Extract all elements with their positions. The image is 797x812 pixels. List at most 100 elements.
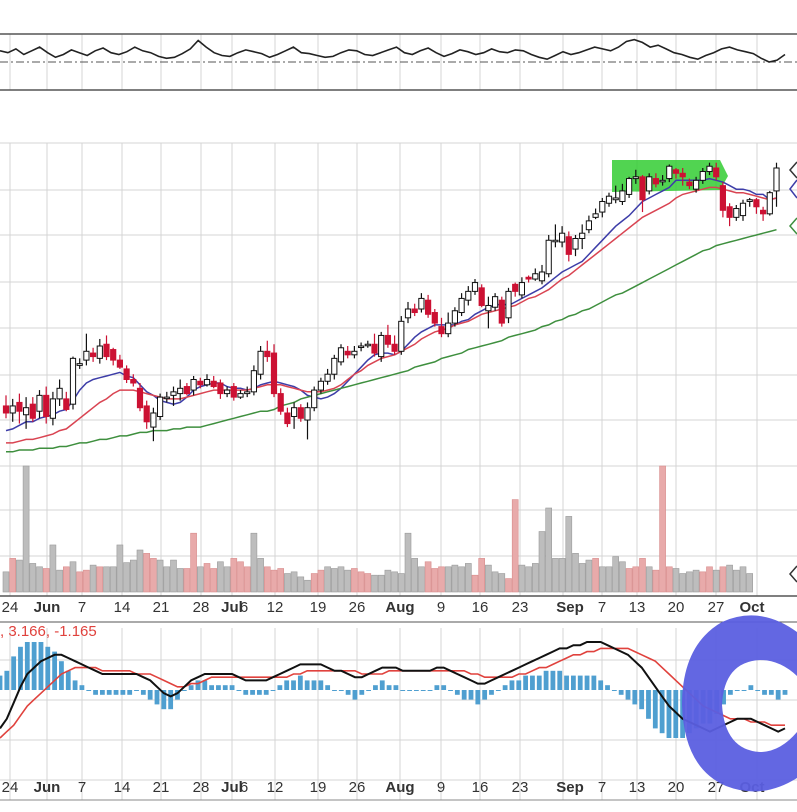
price-panel <box>2 160 797 453</box>
candlestick <box>713 162 720 181</box>
macd-histogram-bar <box>24 642 30 690</box>
price-marker <box>789 217 797 235</box>
volume-bar <box>585 559 593 593</box>
candle-body <box>143 405 150 423</box>
candle-body <box>760 209 767 215</box>
candle-body <box>753 199 760 208</box>
macd-histogram-bar <box>99 690 105 695</box>
x-axis-tick-label: 13 <box>629 599 646 616</box>
volume-bar <box>364 573 372 593</box>
volume-bar <box>404 532 412 593</box>
macd-histogram-bar <box>297 675 303 690</box>
macd-histogram-bar <box>181 690 187 691</box>
candle-body <box>291 407 298 418</box>
macd-histogram-bar <box>168 690 174 710</box>
candlestick <box>29 397 36 422</box>
candlestick <box>150 407 157 442</box>
volume-bar <box>103 566 110 593</box>
volume-bar <box>592 558 599 593</box>
macd-histogram-bar <box>236 690 242 691</box>
candle-body <box>96 345 103 359</box>
candle-body <box>766 192 773 215</box>
macd-histogram-bar <box>755 690 761 691</box>
macd-histogram-bar <box>270 690 276 691</box>
candlestick <box>264 340 271 362</box>
candlestick <box>284 407 291 428</box>
macd-histogram-bar <box>202 680 208 690</box>
macd-histogram-bar <box>366 690 372 691</box>
volume-bar <box>679 573 687 593</box>
candle-body <box>136 387 144 409</box>
candlestick <box>418 293 425 313</box>
macd-line <box>0 641 786 733</box>
macd-histogram-bar <box>284 680 290 690</box>
macd-histogram-bar <box>359 690 365 695</box>
candle-body <box>163 396 170 400</box>
macd-histogram-bar <box>379 680 385 690</box>
volume-bar <box>304 579 311 593</box>
macd-histogram-bar <box>448 690 453 691</box>
candlestick <box>391 335 398 355</box>
candle-body <box>545 239 552 275</box>
macd-histogram-bar <box>134 690 139 691</box>
macd-histogram-bar <box>570 675 576 690</box>
candle-body <box>190 379 197 391</box>
candlestick <box>183 383 191 396</box>
volume-bar <box>284 573 291 593</box>
candle-body <box>9 405 16 414</box>
candle-body <box>659 179 666 183</box>
candle-body <box>130 379 137 384</box>
candlestick <box>244 386 251 398</box>
indicator-line <box>0 38 786 63</box>
x-axis-tick-label: Jun <box>34 599 61 616</box>
x-axis-tick-label: 23 <box>512 599 529 616</box>
macd-histogram-bar <box>18 646 23 690</box>
candle-body <box>270 352 278 395</box>
macd-histogram-bar <box>523 675 529 690</box>
candle-body <box>418 297 425 310</box>
candlestick <box>83 333 90 366</box>
candlestick <box>130 374 137 387</box>
candlestick <box>471 279 479 295</box>
macd-histogram-bar <box>154 690 160 705</box>
candle-body <box>733 208 740 218</box>
candle-body <box>36 394 43 412</box>
macd-histogram-bar <box>106 690 112 695</box>
candle-body <box>605 195 613 204</box>
macd-histogram-bar <box>557 670 563 690</box>
candlestick <box>358 342 365 352</box>
macd-histogram-bar <box>502 685 508 690</box>
candle-body <box>110 349 117 361</box>
volume-bar <box>418 566 425 593</box>
candlestick <box>56 379 63 406</box>
candlestick <box>63 391 70 412</box>
macd-histogram-bar <box>38 642 44 690</box>
candle-body <box>183 386 191 395</box>
macd-histogram-bar <box>734 690 740 691</box>
candle-body <box>693 179 700 190</box>
x-axis-bottom-tick-label: 13 <box>629 779 646 796</box>
macd-histogram-bar <box>161 690 167 710</box>
candlestick <box>438 317 445 338</box>
x-axis-tick-label: 20 <box>668 599 685 616</box>
volume-bar <box>357 571 365 593</box>
macd-histogram-bar <box>646 690 651 719</box>
candle-body <box>237 393 244 398</box>
x-axis-bottom-tick-label: Jul <box>221 779 243 796</box>
candle-body <box>585 220 592 231</box>
candle-body <box>76 363 83 366</box>
volume-bar <box>203 563 211 593</box>
candlestick <box>43 386 50 424</box>
candlestick <box>545 234 552 278</box>
volume-bar <box>176 568 184 593</box>
candlestick <box>585 215 592 234</box>
macd-histogram-bar <box>291 680 296 690</box>
macd-histogram-bar <box>256 690 262 695</box>
x-axis-bottom-tick-label: 7 <box>598 779 606 796</box>
candlestick <box>592 208 599 220</box>
volume-bar <box>170 559 177 593</box>
volume-bar <box>692 569 700 593</box>
candle-body <box>746 199 753 202</box>
volume-bar <box>632 566 640 593</box>
